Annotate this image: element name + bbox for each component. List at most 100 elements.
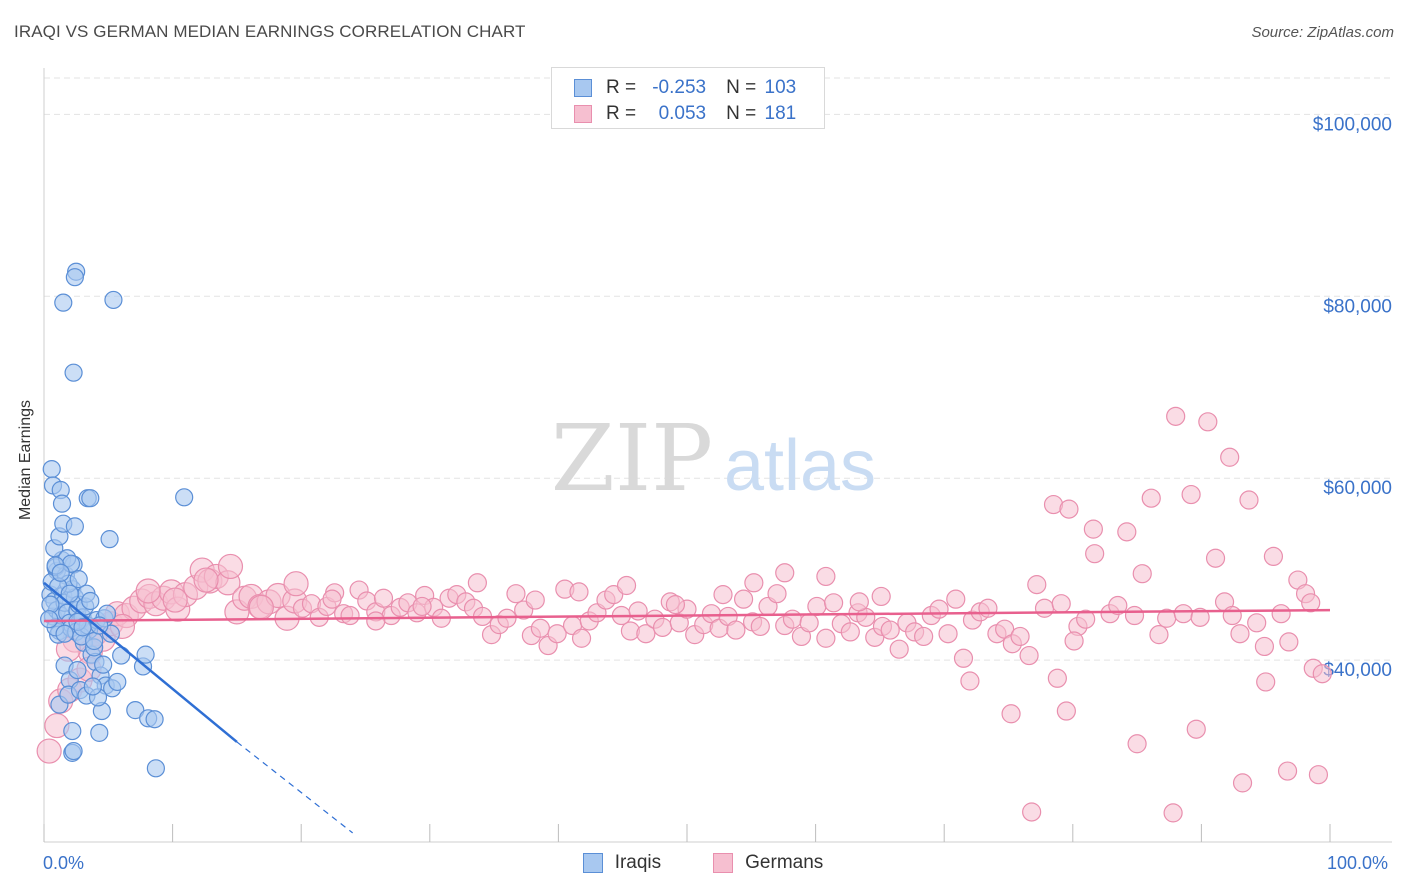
german-point: [1247, 613, 1267, 633]
german-point: [1271, 604, 1291, 624]
watermark-zip: ZIP: [551, 405, 713, 512]
iraqi-point: [65, 268, 84, 287]
iraqi-point: [126, 701, 145, 720]
german-point: [1312, 664, 1332, 684]
german-point: [636, 624, 656, 644]
n-value-germans: 181: [764, 103, 797, 124]
iraqi-point: [52, 494, 72, 513]
y-tick-label: $40,000: [1323, 660, 1392, 681]
german-legend-swatch: [713, 853, 734, 873]
german-point: [1076, 609, 1096, 629]
german-point: [571, 628, 592, 648]
german-point: [162, 587, 188, 613]
source-label: Source: ZipAtlas.com: [1251, 24, 1394, 41]
german-point: [1301, 593, 1321, 613]
german-point: [525, 590, 545, 610]
german-point: [914, 626, 934, 647]
german-point: [1256, 672, 1276, 692]
german-point: [412, 596, 432, 617]
german-point: [1141, 488, 1161, 508]
german-point: [1181, 484, 1201, 505]
german-point: [889, 639, 909, 659]
german-point: [978, 598, 998, 618]
german-point: [569, 582, 589, 602]
german-point: [1124, 605, 1145, 626]
german-point: [193, 567, 219, 593]
iraqi-point: [175, 488, 194, 507]
german-point: [1127, 734, 1147, 754]
iraqi-point: [136, 645, 155, 664]
german-point: [807, 596, 827, 617]
german-point: [322, 589, 342, 609]
german-point: [880, 620, 900, 640]
german-point: [782, 609, 803, 629]
n-value-iraqis: 103: [764, 77, 797, 98]
german-point: [547, 624, 567, 644]
legend-item-iraqis[interactable]: Iraqis: [582, 852, 662, 874]
german-point: [1064, 631, 1084, 651]
iraqi-point: [85, 631, 104, 651]
legend-label-iraqis: Iraqis: [614, 852, 662, 873]
german-point: [1239, 490, 1259, 510]
german-point: [135, 578, 161, 604]
iraqi-point: [146, 759, 165, 778]
iraqi-trendline-extension: [236, 741, 354, 834]
german-point: [744, 573, 764, 593]
german-point: [1198, 412, 1218, 432]
iraqi-point: [68, 660, 87, 680]
legend-row-germans: R = 0.053 N = 181: [574, 102, 796, 126]
german-point: [1220, 447, 1240, 467]
iraqi-point: [40, 610, 59, 629]
german-point: [775, 563, 795, 583]
german-point: [733, 589, 754, 609]
german-point: [1001, 704, 1021, 724]
german-point: [750, 616, 770, 637]
german-point: [1230, 624, 1250, 644]
legend-item-germans[interactable]: Germans: [713, 852, 823, 874]
german-point: [799, 613, 819, 633]
german-points: [36, 406, 1332, 823]
german-point: [373, 588, 394, 608]
iraqi-point: [42, 459, 61, 479]
iraqi-point: [63, 721, 82, 741]
german-point: [1083, 519, 1103, 539]
german-point: [1173, 604, 1193, 624]
iraqi-point: [90, 723, 109, 742]
german-point: [1132, 564, 1152, 584]
german-point: [248, 594, 274, 620]
n-label: N =: [726, 77, 757, 98]
german-point: [1047, 668, 1067, 688]
r-label: R =: [606, 77, 637, 98]
iraqi-legend-swatch: [582, 853, 603, 873]
iraqi-point: [145, 710, 164, 729]
x-tick-label-max: 100.0%: [1327, 853, 1389, 873]
legend-label-germans: Germans: [745, 852, 824, 873]
german-point: [929, 599, 949, 619]
series-legend: Iraqis Germans: [0, 852, 1406, 874]
watermark: ZIP atlas: [551, 405, 876, 512]
iraqi-point: [100, 530, 119, 549]
german-point: [283, 571, 309, 597]
y-tick-label: $100,000: [1313, 114, 1392, 135]
german-swatch: [574, 105, 592, 123]
german-point: [628, 601, 648, 621]
iraqi-point: [81, 489, 100, 508]
iraqi-point: [51, 563, 70, 582]
iraqi-trendline: [43, 581, 238, 743]
german-point: [1263, 546, 1284, 567]
german-point: [1085, 544, 1105, 564]
gridlines: [44, 77, 1392, 661]
iraqi-point: [108, 672, 127, 692]
german-trendline: [43, 608, 1331, 623]
iraqi-point: [81, 591, 100, 611]
german-point: [1232, 773, 1253, 793]
german-point: [767, 584, 787, 604]
iraqi-point: [54, 293, 73, 312]
german-point: [1205, 548, 1226, 568]
german-point: [1019, 645, 1039, 666]
y-tick-label: $60,000: [1323, 478, 1392, 499]
german-point: [1022, 802, 1042, 822]
german-point: [726, 620, 746, 640]
german-point: [1222, 605, 1242, 626]
